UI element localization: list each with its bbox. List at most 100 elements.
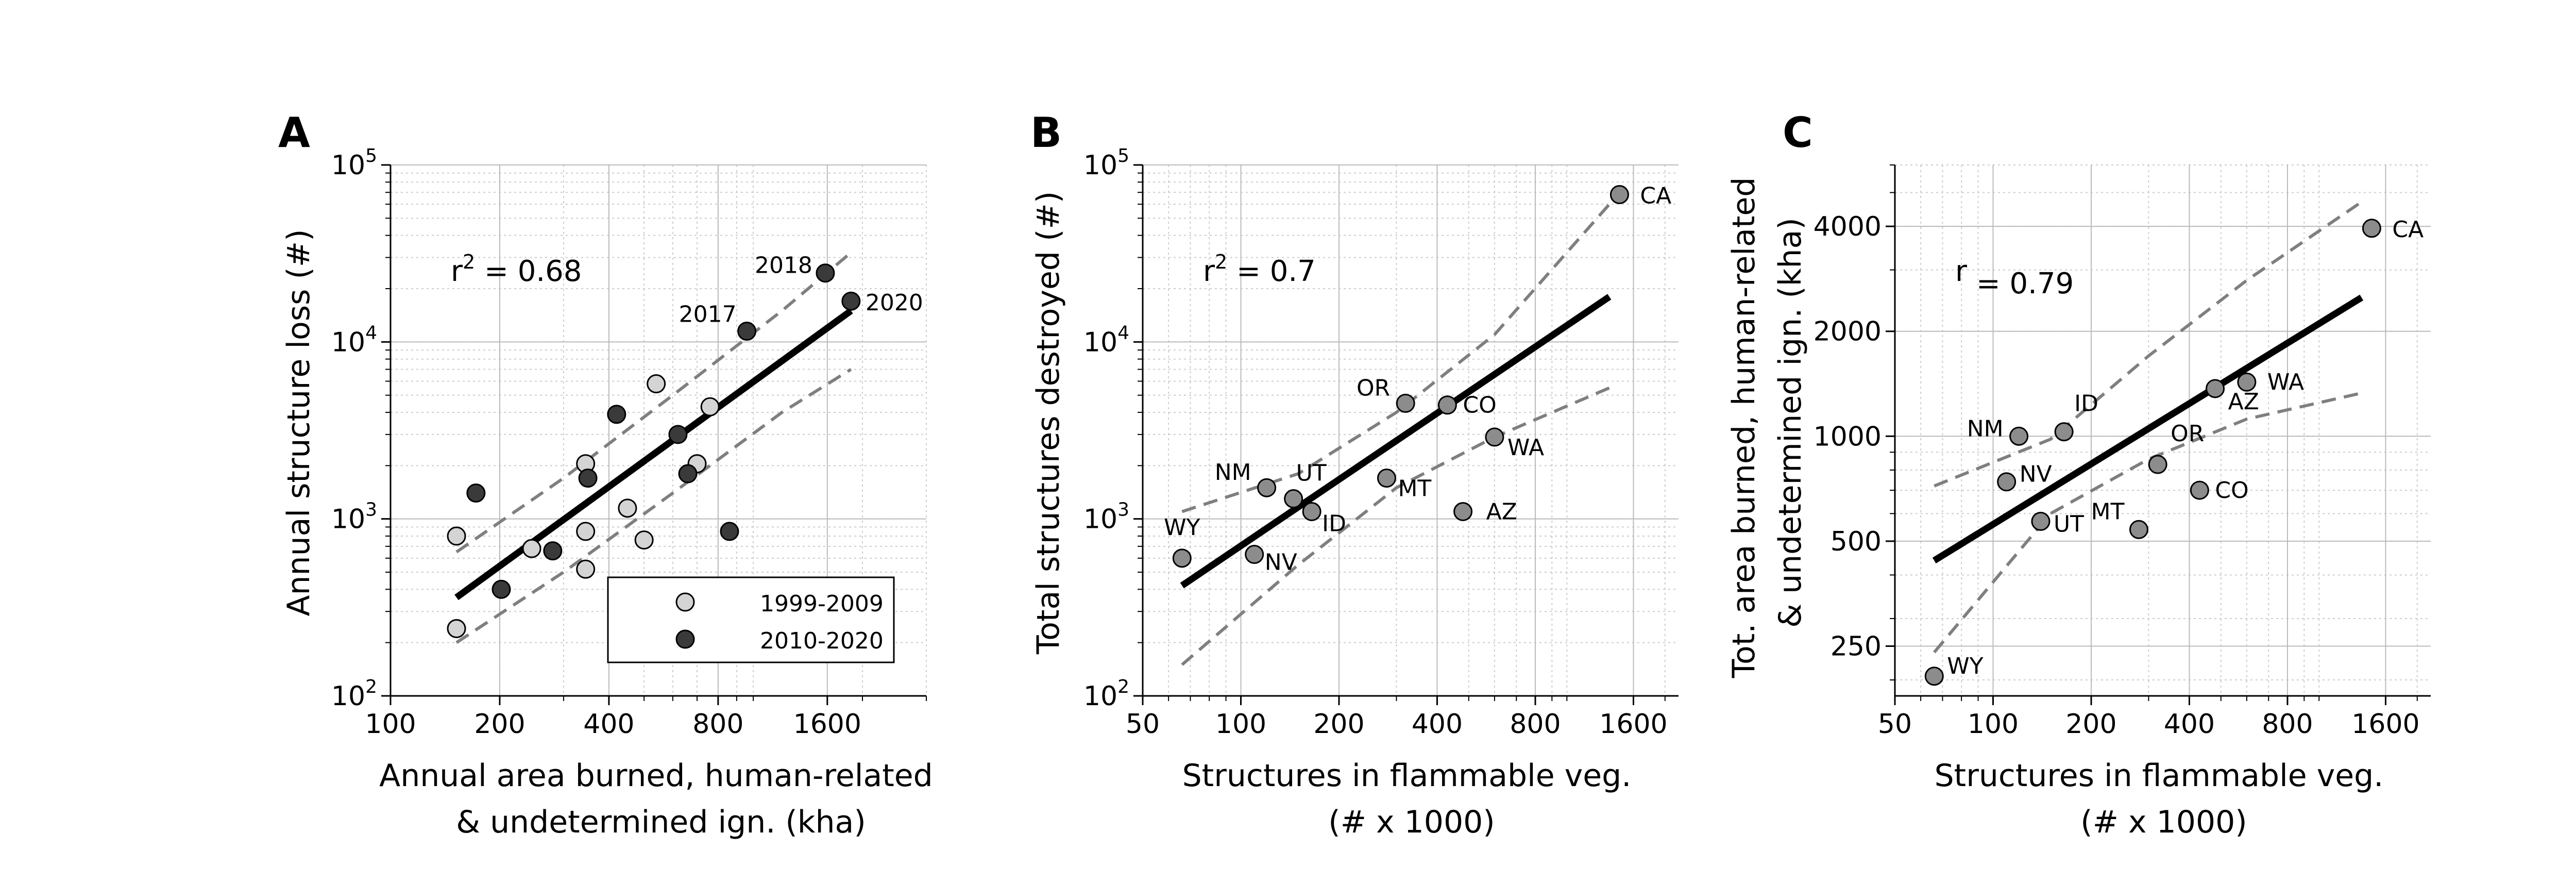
panel-a: A 100 200 400 800 1600 102 103 104 105 2017 2018 20… — [278, 109, 943, 840]
data-point — [816, 263, 835, 283]
y-tick-label: 105 — [1083, 145, 1129, 181]
panel-label: A — [278, 109, 310, 157]
legend-marker-2010-2020 — [675, 629, 695, 649]
point-label: WY — [1164, 514, 1200, 541]
data-point — [576, 559, 596, 579]
point-label: MT — [1398, 476, 1431, 502]
data-point — [2054, 422, 2074, 442]
regression-line — [454, 308, 853, 601]
y-tick-label: 102 — [1083, 676, 1129, 712]
point-label: NM — [1967, 415, 2004, 442]
data-point — [1485, 427, 1504, 447]
data-point — [1377, 469, 1396, 488]
point-label: OR — [2171, 421, 2204, 447]
stat-annotation: r2 = 0.68 — [451, 251, 582, 288]
data-point — [2237, 372, 2257, 392]
data-point — [2362, 219, 2381, 238]
x-axis-title: Annual area burned, human-related & unde… — [379, 758, 943, 840]
data-point — [1284, 489, 1303, 509]
panel-label: B — [1030, 109, 1062, 157]
data-point — [578, 469, 598, 488]
data-point — [466, 483, 486, 503]
y-tick-label: 1000 — [1814, 421, 1882, 452]
legend-label-1999-2009: 1999-2009 — [760, 591, 884, 617]
x-tick-label: 800 — [1510, 709, 1561, 740]
x-tick-label: 1600 — [2351, 709, 2419, 740]
data-point — [492, 579, 511, 599]
data-point — [1257, 478, 1277, 497]
point-label: NM — [1215, 459, 1251, 486]
x-tick-label: 400 — [2164, 709, 2215, 740]
plot-area-c: 50 100 200 400 800 1600 250 500 1000 2000 4000 WY NV… — [1814, 164, 2431, 740]
point-label: CO — [2215, 477, 2248, 504]
x-tick-label: 50 — [1126, 709, 1160, 740]
y-axis-title: Annual structure loss (#) — [281, 229, 317, 616]
data-point — [607, 405, 626, 424]
point-label: WA — [1507, 435, 1544, 461]
point-label: WY — [1947, 653, 1984, 679]
y-axis-title: Tot. area burned, human-related & undete… — [1726, 168, 1808, 679]
x-tick-label: 400 — [583, 709, 634, 740]
regression-line — [1180, 294, 1612, 589]
ci-lower-line — [455, 368, 852, 644]
legend-box — [607, 576, 895, 663]
data-point — [1302, 502, 1321, 521]
data-point — [543, 541, 563, 561]
ci-lower-line — [1181, 386, 1610, 666]
point-label: ID — [1322, 510, 1346, 537]
legend-label-2010-2020: 2010-2020 — [760, 628, 884, 654]
point-label: WA — [2267, 369, 2304, 395]
x-tick-label: 200 — [474, 709, 525, 740]
data-point — [2206, 379, 2225, 398]
legend: 1999-2009 2010-2020 — [607, 576, 895, 663]
data-point — [2148, 455, 2167, 474]
point-label: 2020 — [866, 290, 923, 316]
panel-label: C — [1783, 109, 1813, 157]
y-tick-label: 103 — [331, 499, 377, 535]
point-label: ID — [2074, 391, 2098, 417]
point-label: 2018 — [755, 253, 812, 279]
x-tick-label: 1600 — [1599, 709, 1667, 740]
data-point — [678, 464, 698, 484]
x-axis-title: Structures in flammable veg. (# x 1000) — [1935, 758, 2394, 840]
data-point — [618, 498, 637, 518]
stat-annotation: r = 0.79 — [1955, 255, 2074, 301]
panel-c: C 50 100 200 400 800 1600 250 500 1000 2000 4000 WY… — [1726, 109, 2431, 840]
x-tick-label: 200 — [1313, 709, 1364, 740]
data-point — [522, 539, 541, 558]
data-point — [2009, 426, 2029, 446]
point-label: UT — [2054, 511, 2084, 537]
y-axis-title: Total structures destroyed (#) — [1030, 191, 1066, 655]
y-tick-label: 103 — [1083, 499, 1129, 535]
data-point — [1437, 395, 1457, 415]
point-label: 2017 — [679, 301, 737, 327]
x-tick-label: 100 — [1215, 709, 1266, 740]
x-tick-label: 100 — [365, 709, 416, 740]
x-tick-label: 400 — [1412, 709, 1463, 740]
data-point — [2031, 511, 2050, 531]
data-point — [1396, 393, 1415, 413]
plot-area-b: 50 100 200 400 800 1600 102 103 104 105 WY NV NM UT ID… — [1083, 145, 1679, 740]
point-label: AZ — [1486, 498, 1517, 525]
y-tick-label: 104 — [1083, 322, 1129, 358]
data-point — [2129, 520, 2148, 539]
point-label: MT — [2091, 498, 2125, 525]
data-point — [576, 522, 596, 541]
point-label: CA — [2392, 216, 2424, 243]
data-point — [634, 530, 654, 550]
data-point — [1453, 502, 1473, 521]
point-label: AZ — [2228, 389, 2259, 415]
data-point — [1172, 548, 1192, 568]
y-tick-label: 250 — [1831, 631, 1882, 662]
x-tick-label: 100 — [1968, 709, 2019, 740]
data-point — [700, 397, 720, 416]
ci-lower-line — [1933, 391, 2362, 654]
data-point — [1997, 472, 2016, 492]
point-label: NV — [2020, 461, 2052, 488]
point-label: CO — [1463, 392, 1496, 419]
data-point — [1245, 545, 1264, 564]
y-tick-label: 2000 — [1814, 316, 1882, 347]
regression-line — [1932, 294, 2364, 563]
data-point — [668, 425, 688, 444]
